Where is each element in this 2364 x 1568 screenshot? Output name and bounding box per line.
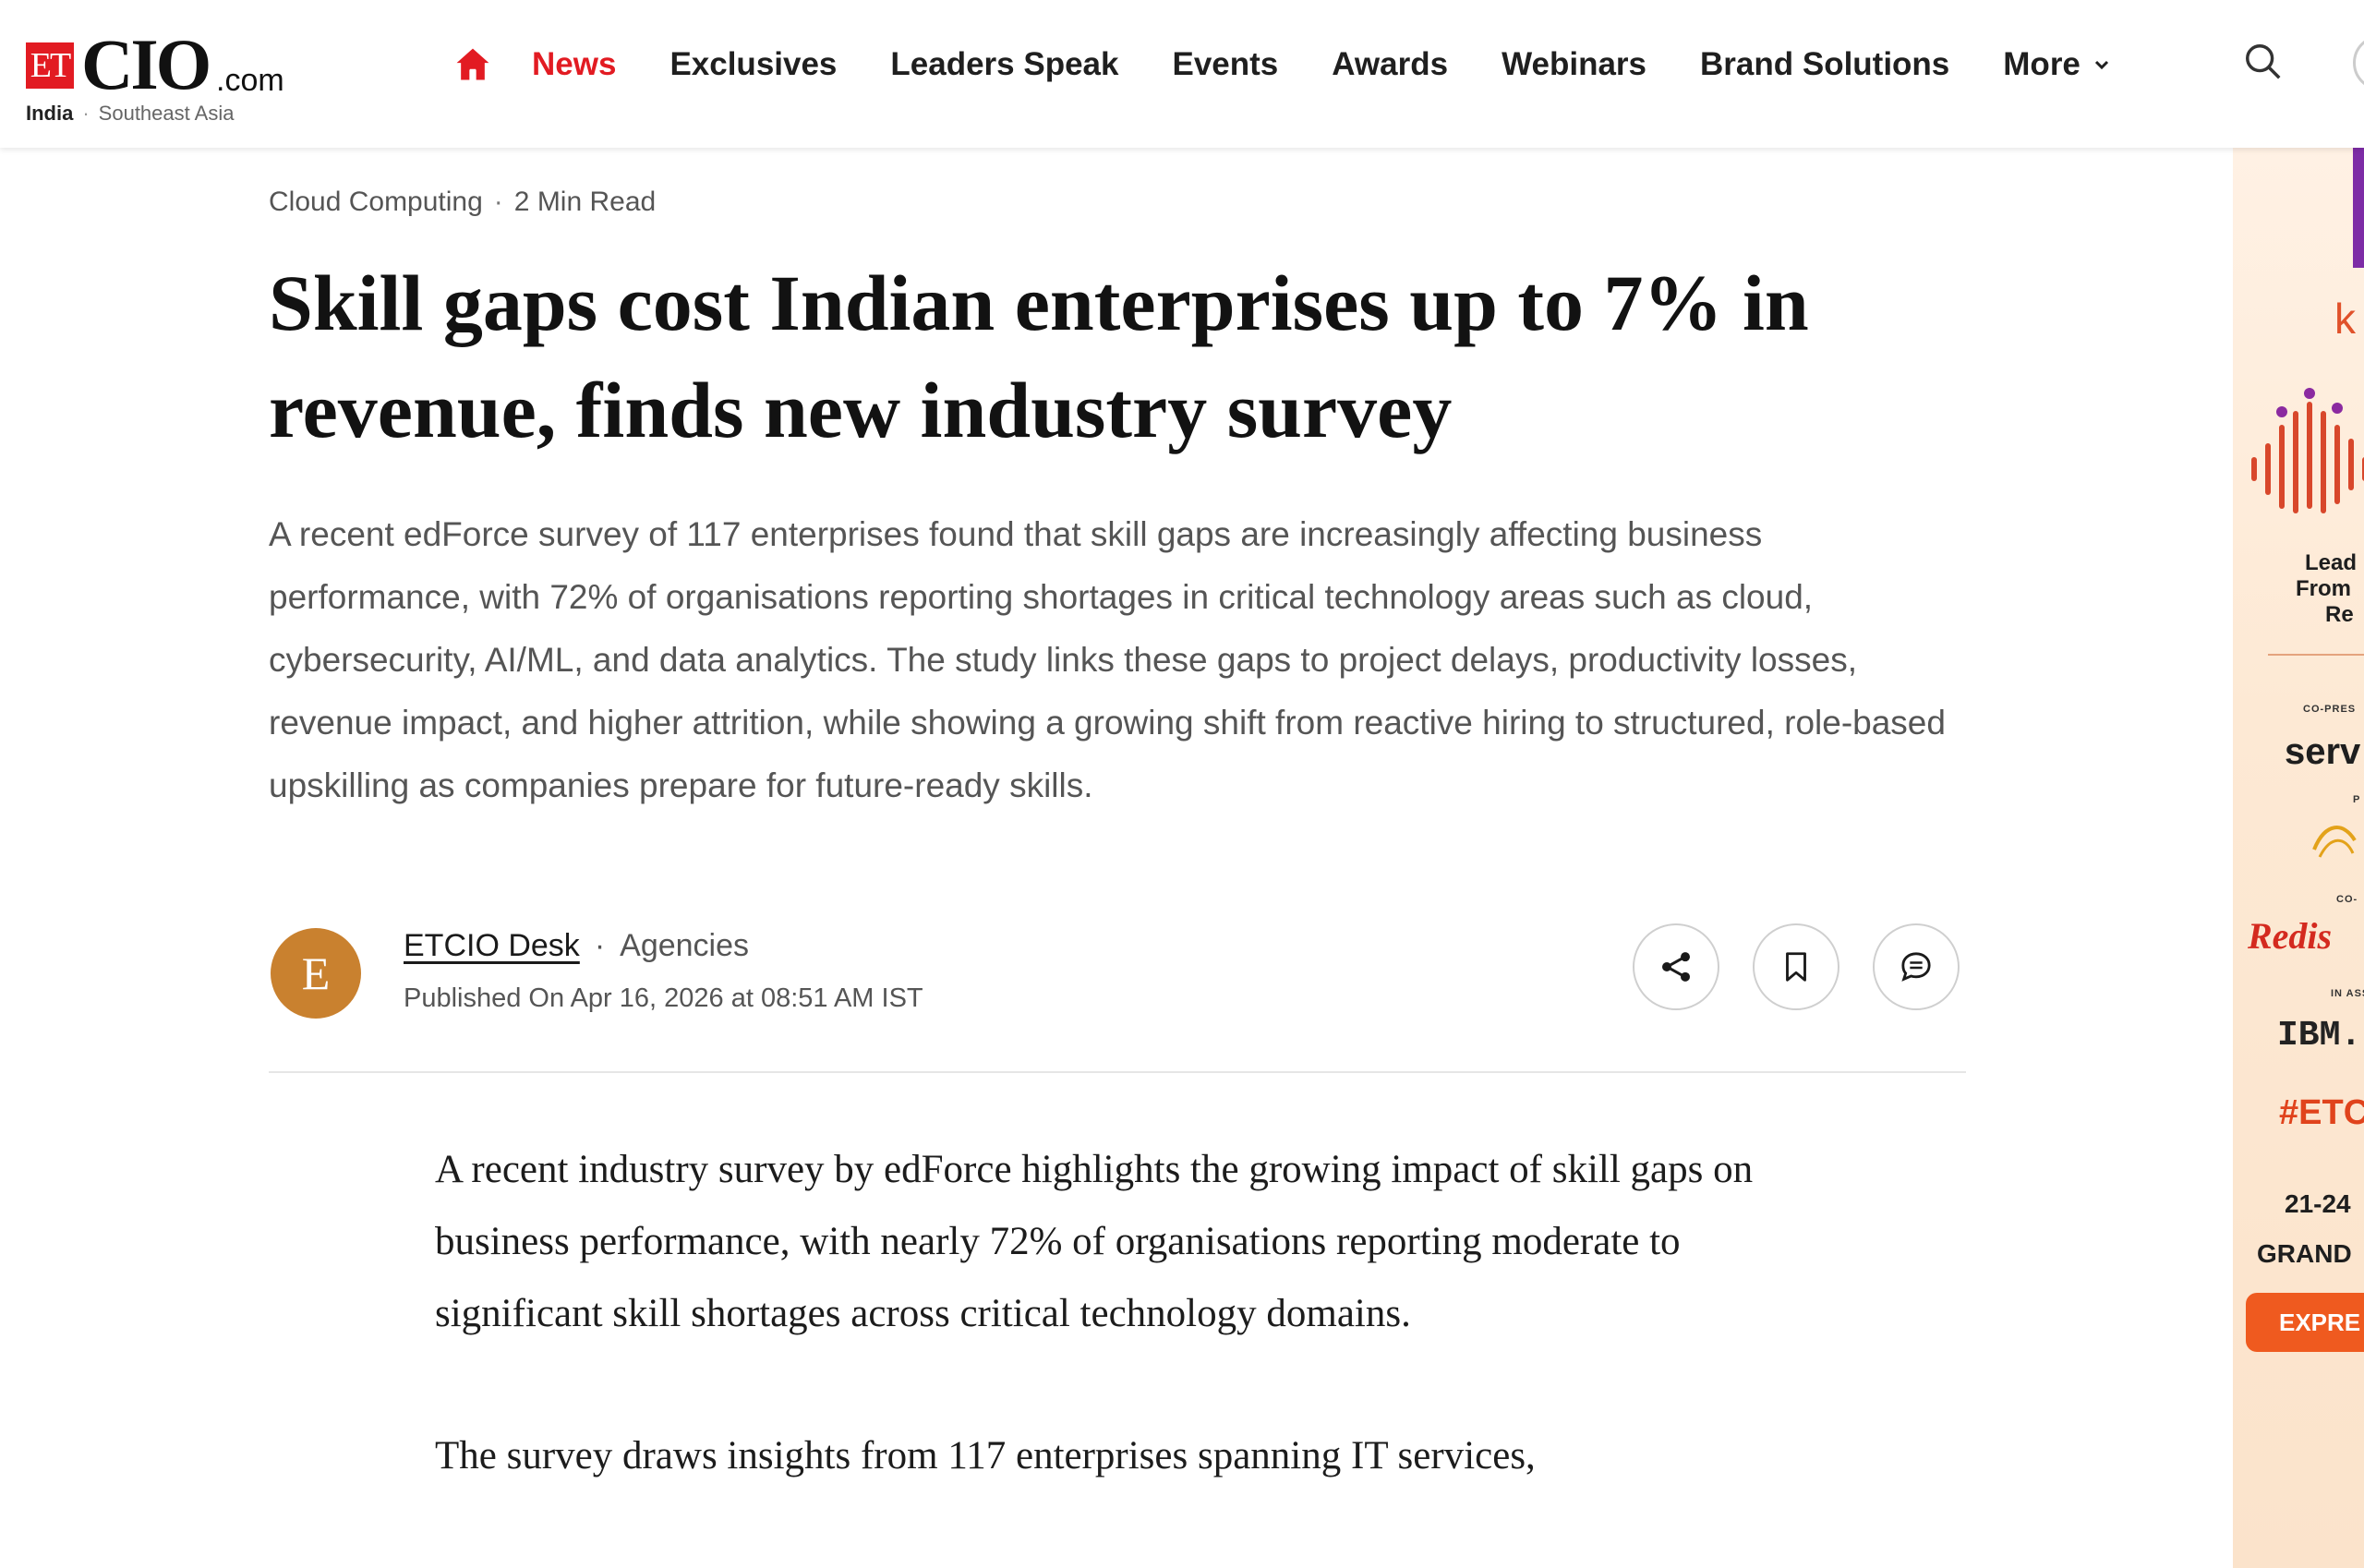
main-nav: News Exclusives Leaders Speak Events Awa… <box>451 37 2110 92</box>
share-button[interactable] <box>1633 923 1719 1010</box>
ad-in-association: IN ASS <box>2331 988 2364 999</box>
author-avatar[interactable]: E <box>271 928 361 1019</box>
ad-p-label: P <box>2353 794 2361 805</box>
author-separator: · <box>594 928 606 963</box>
ad-lead-line-1: Lead <box>2305 550 2358 575</box>
bookmark-icon <box>1786 952 1806 982</box>
author-source: Agencies <box>620 928 750 963</box>
ad-venue: GRAND <box>2257 1239 2352 1268</box>
ad-dates: 21-24 <box>2285 1189 2351 1218</box>
body-paragraph: The survey draws insights from 117 enter… <box>435 1434 1536 1478</box>
published-date: Published On Apr 16, 2026 at 08:51 AM IS… <box>404 983 923 1013</box>
article-byline: E ETCIO Desk · Agencies Published On Apr 1… <box>269 919 1968 1020</box>
edition-separator: · <box>82 102 90 125</box>
chevron-down-icon <box>2094 60 2108 70</box>
ad-hashtag: #ETC <box>2279 1093 2364 1132</box>
edition-india[interactable]: India <box>26 102 74 125</box>
nav-item-exclusives[interactable]: Exclusives <box>669 46 838 82</box>
logo-brand: CIO <box>81 24 211 104</box>
ad-lead-line-3: Re <box>2325 602 2354 627</box>
category-link[interactable]: Cloud Computing <box>269 187 483 217</box>
comment-button[interactable] <box>1873 923 1960 1010</box>
search-icon[interactable] <box>2242 41 2285 83</box>
article-divider <box>269 1071 1966 1073</box>
ad-letter: k <box>2334 295 2356 343</box>
author-row: ETCIO Desk · Agencies <box>404 928 749 964</box>
nav-item-events[interactable]: Events <box>1172 46 1279 82</box>
ad-lead-line-2: From <box>2296 576 2351 601</box>
nav-more-label: More <box>2003 46 2081 82</box>
article-body: A recent industry survey by edForce high… <box>435 1134 1765 1562</box>
share-icon <box>1662 952 1690 982</box>
advertisement-banner[interactable]: k Lead From Re CO-PRES serv P CO- Redis … <box>2233 148 2364 1568</box>
article-summary: A recent edForce survey of 117 enterpris… <box>269 515 1946 804</box>
nav-item-webinars[interactable]: Webinars <box>1502 46 1646 82</box>
nav-item-brand-solutions[interactable]: Brand Solutions <box>1700 46 1950 82</box>
sponsor-logo-icon <box>2312 826 2357 858</box>
waveform-icon <box>2251 388 2364 513</box>
nav-item-news[interactable]: News <box>532 46 617 82</box>
comment-icon <box>1901 952 1931 982</box>
ad-cta-button[interactable]: EXPRE <box>2246 1293 2364 1352</box>
bookmark-button[interactable] <box>1753 923 1839 1010</box>
nav-item-awards[interactable]: Awards <box>1332 46 1449 82</box>
ad-divider <box>2268 654 2364 656</box>
edition-switcher: India · Southeast Asia <box>26 102 234 126</box>
nav-item-leaders-speak[interactable]: Leaders Speak <box>890 46 1119 82</box>
article-title: Skill gaps cost Indian enterprises up to… <box>269 259 1809 454</box>
article-meta: Cloud Computing · 2 Min Read <box>269 187 656 218</box>
logo-et-mark: ET <box>26 42 74 89</box>
read-time: 2 Min Read <box>513 187 657 217</box>
logo-suffix: .com <box>216 63 284 98</box>
ad-sponsor-ibm: IBM. <box>2277 1016 2362 1055</box>
meta-separator: · <box>493 187 503 217</box>
user-avatar[interactable] <box>2353 35 2364 90</box>
nav-more-dropdown[interactable]: More <box>2003 46 2110 83</box>
edition-southeast-asia[interactable]: Southeast Asia <box>98 102 235 125</box>
ad-co-presented: CO-PRES <box>2303 704 2357 715</box>
site-logo[interactable]: ET CIO .com India · Southeast Asia <box>26 28 303 129</box>
body-paragraph: A recent industry survey by edForce high… <box>435 1148 1754 1335</box>
home-icon-svg <box>456 48 489 80</box>
author-name-link[interactable]: ETCIO Desk <box>404 928 580 963</box>
ad-stripe <box>2353 148 2364 268</box>
home-icon[interactable] <box>451 42 495 87</box>
ad-sponsor-serv: serv <box>2285 731 2361 772</box>
ad-sponsor-redis: Redis <box>2248 915 2333 957</box>
site-header: ET CIO .com India · Southeast Asia News Ex… <box>0 0 2364 148</box>
ad-co-label: CO- <box>2336 894 2358 905</box>
